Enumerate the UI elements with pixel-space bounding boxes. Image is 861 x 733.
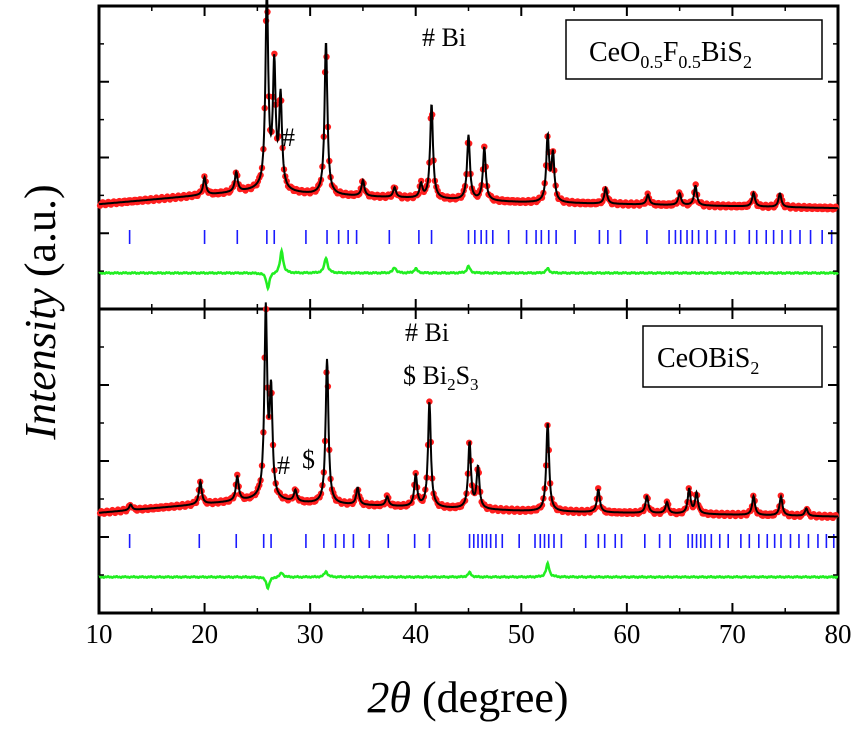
observed-point <box>426 398 433 405</box>
x-tick-label: 60 <box>613 619 640 649</box>
x-tick-label: 80 <box>825 619 852 649</box>
calculated-line <box>98 302 838 518</box>
bragg-ticks <box>128 534 835 548</box>
peak-mark-bi-top: # <box>282 123 295 152</box>
legend-box-top: CeO0.5F0.5BiS2 <box>565 19 823 80</box>
observed-point <box>481 143 488 150</box>
x-tick-labels: 10 20 30 40 50 60 70 80 <box>86 619 852 649</box>
x-axis-label: 2θ (degree) <box>367 673 568 722</box>
x-tick-label: 20 <box>191 619 218 649</box>
x-tick-label: 30 <box>297 619 324 649</box>
difference-line <box>98 559 839 591</box>
peak-mark-bi-bottom: # <box>277 451 290 480</box>
y-axis-label: Intensity (a.u.) <box>16 184 65 440</box>
axis-ticks <box>98 6 839 613</box>
observed-point <box>271 50 278 57</box>
peak-mark-bi2s3: $ <box>302 445 315 474</box>
bi2s3-key: $ Bi2S3 <box>403 361 479 394</box>
svg-text:CeOBiS2: CeOBiS2 <box>657 343 759 378</box>
calculated-line <box>98 0 838 210</box>
bi-key-bottom: # Bi <box>405 318 449 347</box>
x-tick-label: 10 <box>86 619 113 649</box>
svg-text:CeO0.5F0.5BiS2: CeO0.5F0.5BiS2 <box>589 37 752 72</box>
x-tick-label: 50 <box>508 619 535 649</box>
observed-point <box>412 469 419 477</box>
observed-point <box>418 177 425 185</box>
x-tick-label: 70 <box>719 619 746 649</box>
observed-point <box>595 485 602 492</box>
panel-bottom <box>96 302 839 591</box>
observed-point <box>234 471 241 478</box>
panel-top <box>96 0 839 292</box>
bragg-ticks <box>128 230 833 244</box>
bi-key-top: # Bi <box>422 23 466 52</box>
observed-point <box>692 181 699 188</box>
difference-line <box>98 246 839 292</box>
x-tick-label: 40 <box>402 619 429 649</box>
legend-box-bottom: CeOBiS2 <box>642 325 823 388</box>
